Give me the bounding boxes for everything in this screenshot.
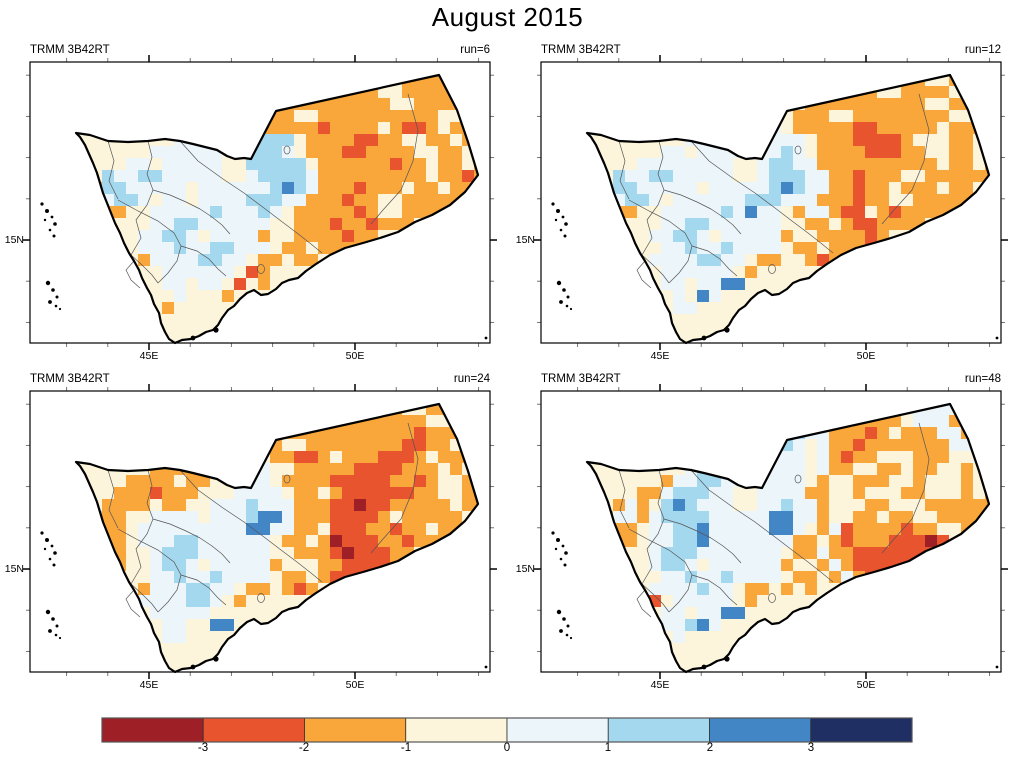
dataset-label: TRMM 3B42RT (30, 44, 110, 56)
x-tick-label-50e: 50E (345, 679, 365, 691)
figure-title: August 2015 (431, 2, 584, 32)
colorbar-scale (97, 714, 917, 757)
colorbar-tick-2: 2 (706, 742, 714, 754)
colorbar-tick--3: -3 (197, 742, 209, 754)
x-tick-label-50e: 50E (345, 350, 365, 362)
map-plot (23, 55, 497, 350)
y-tick-label-15n: 15N (515, 234, 535, 246)
dataset-label: TRMM 3B42RT (541, 44, 621, 56)
y-tick-label-15n: 15N (515, 563, 535, 575)
run-label: run=6 (460, 44, 490, 56)
colorbar-tick-3: 3 (807, 742, 815, 754)
panel-run-48: TRMM 3B42RT run=48 45E 50E 15N (511, 367, 1013, 697)
x-tick-label-45e: 45E (139, 679, 159, 691)
dataset-label: TRMM 3B42RT (30, 373, 110, 385)
y-tick-label-15n: 15N (4, 234, 24, 246)
colorbar-tick-0: 0 (503, 742, 511, 754)
x-tick-label-50e: 50E (856, 350, 876, 362)
y-tick-label-15n: 15N (4, 563, 24, 575)
run-label: run=12 (964, 44, 1001, 56)
x-tick-label-45e: 45E (650, 679, 670, 691)
map-plot (534, 384, 1008, 679)
dataset-label: TRMM 3B42RT (541, 373, 621, 385)
x-tick-label-45e: 45E (139, 350, 159, 362)
colorbar-tick--1: -1 (400, 742, 412, 754)
panel-run-24: TRMM 3B42RT run=24 45E 50E 15N (0, 367, 502, 697)
run-label: run=24 (453, 373, 490, 385)
map-plot (534, 55, 1008, 350)
x-tick-label-45e: 45E (650, 350, 670, 362)
map-plot (23, 384, 497, 679)
colorbar: -3 -2 -1 0 1 2 3 (97, 714, 917, 757)
colorbar-tick--2: -2 (298, 742, 310, 754)
x-tick-label-50e: 50E (856, 679, 876, 691)
panel-run-6: TRMM 3B42RT run=6 45E 50E 15N (0, 38, 502, 368)
panel-run-12: TRMM 3B42RT run=12 45E 50E 15N (511, 38, 1013, 368)
colorbar-tick-1: 1 (604, 742, 612, 754)
run-label: run=48 (964, 373, 1001, 385)
